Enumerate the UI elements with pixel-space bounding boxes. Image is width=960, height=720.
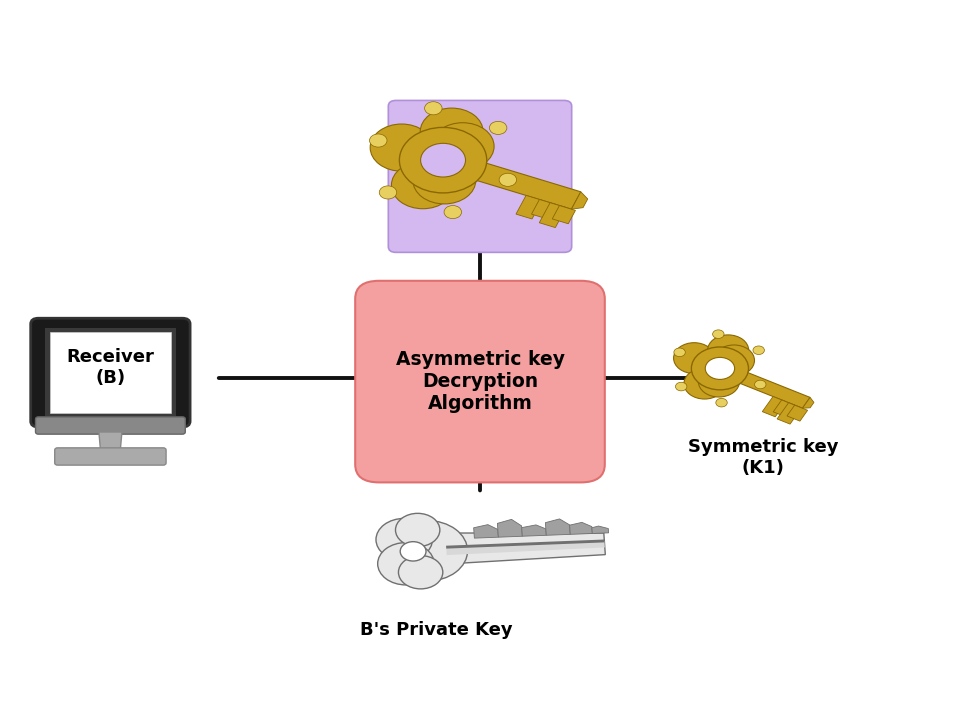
Circle shape [420,143,466,177]
Circle shape [753,346,764,354]
Polygon shape [421,533,606,565]
Polygon shape [446,541,605,555]
FancyBboxPatch shape [50,332,171,413]
FancyBboxPatch shape [36,417,185,434]
Circle shape [712,330,724,338]
Circle shape [398,556,443,589]
Circle shape [392,161,454,209]
Polygon shape [99,432,122,454]
Circle shape [499,174,516,186]
FancyBboxPatch shape [388,101,571,253]
Polygon shape [762,397,786,417]
FancyBboxPatch shape [55,448,166,465]
Polygon shape [740,372,810,408]
Circle shape [420,108,483,156]
FancyBboxPatch shape [45,328,176,416]
Circle shape [698,366,739,397]
Circle shape [708,335,749,366]
Polygon shape [516,195,542,219]
Polygon shape [446,539,605,549]
Circle shape [396,513,440,546]
Circle shape [376,518,432,561]
Polygon shape [592,526,609,534]
Circle shape [377,543,434,585]
FancyBboxPatch shape [31,318,190,427]
Circle shape [674,343,714,374]
Circle shape [379,186,396,199]
Circle shape [444,205,462,219]
Circle shape [490,122,507,135]
Polygon shape [497,519,522,537]
Polygon shape [545,519,570,535]
Text: Receiver
(B): Receiver (B) [66,348,155,387]
Text: Asymmetric key
Decryption
Algorithm: Asymmetric key Decryption Algorithm [396,350,564,413]
Polygon shape [521,525,546,536]
Circle shape [676,382,687,391]
Circle shape [691,347,749,390]
Circle shape [713,345,755,376]
Circle shape [370,134,387,147]
Circle shape [706,357,734,379]
Circle shape [684,368,725,399]
Polygon shape [571,192,588,210]
Polygon shape [552,205,575,224]
Circle shape [371,124,433,171]
Polygon shape [532,199,556,219]
Circle shape [400,541,426,561]
Circle shape [413,157,476,204]
Text: B's Private Key: B's Private Key [361,621,513,639]
Polygon shape [473,525,498,538]
Polygon shape [787,405,807,421]
Polygon shape [803,397,814,408]
Circle shape [716,398,728,407]
Polygon shape [569,523,592,534]
Text: Symmetric key
(K1): Symmetric key (K1) [688,438,838,477]
Circle shape [674,348,685,356]
Polygon shape [777,402,802,424]
Polygon shape [540,203,566,228]
Circle shape [431,122,494,170]
Circle shape [399,127,487,193]
FancyBboxPatch shape [355,281,605,482]
Polygon shape [475,163,581,210]
Circle shape [424,102,442,114]
Circle shape [387,521,468,581]
Circle shape [755,380,766,389]
Polygon shape [773,400,795,417]
